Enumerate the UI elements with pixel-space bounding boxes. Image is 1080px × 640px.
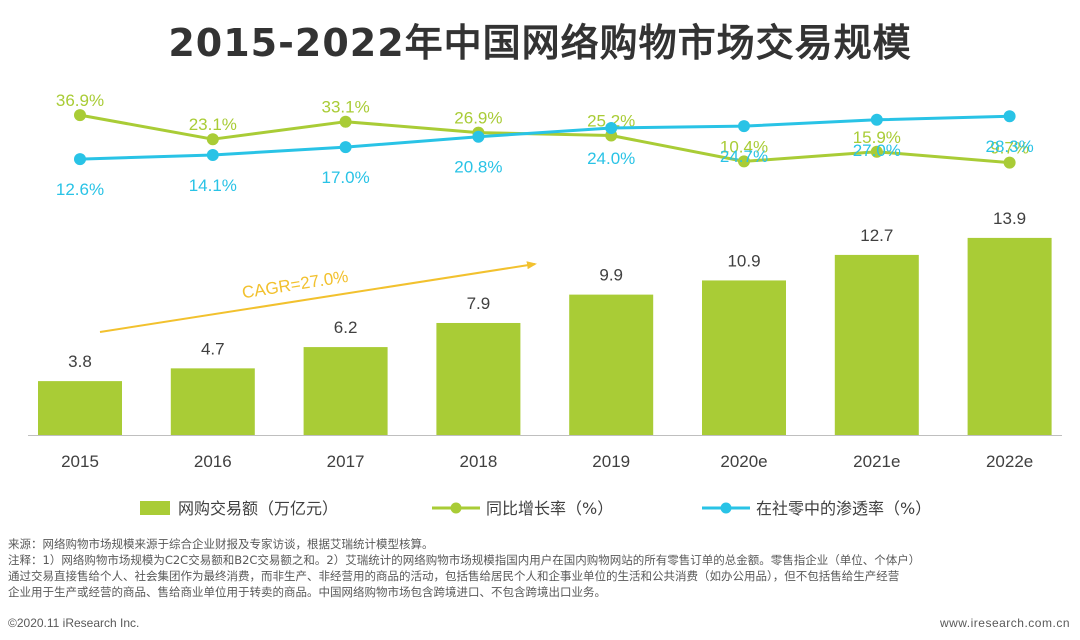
penetration-rate-line xyxy=(79,114,1010,161)
growth-rate-point-2017 xyxy=(339,115,352,128)
chart-canvas: 3.8 4.7 6.2 7.9 9.9 10.9 12.7 13.9 2015 2016 2017… xyxy=(28,91,1062,518)
growth-rate-label-2018: 26.9% xyxy=(454,109,502,128)
annotation-note-3: 企业用于生产或经营的商品、售给商业单位用于转卖的商品。中国网络购物市场包含跨境进… xyxy=(8,585,606,599)
growth-rate-label-2022e: 9.7% xyxy=(990,139,1029,158)
penetration-rate-label-2017: 17.0% xyxy=(321,168,369,187)
penetration-rate-label-2021e: 27.0% xyxy=(853,141,901,160)
penetration-rate-label-2020e: 24.7% xyxy=(720,147,768,166)
bar-2021e xyxy=(834,254,919,435)
cagr-arrow xyxy=(99,261,537,333)
bar-value-label-2021e: 12.7 xyxy=(860,226,893,245)
lines-group: 36.9% 23.1% 33.1% 26.9% 25.2% 10.4% 15.9% 9.7% 1… xyxy=(56,91,1034,199)
bar-value-label-2020e: 10.9 xyxy=(727,251,760,270)
penetration-rate-point-2019 xyxy=(605,122,618,134)
x-tick-label-2018: 2018 xyxy=(459,452,497,471)
penetration-rate-label-2015: 12.6% xyxy=(56,180,104,199)
bar-2022e xyxy=(967,237,1052,435)
bar-2019 xyxy=(569,294,654,435)
growth-rate-label-2021e: 15.9% xyxy=(853,128,901,147)
legend-label-growth: 同比增长率（%） xyxy=(486,499,613,518)
bar-value-label-2017: 6.2 xyxy=(334,318,358,337)
penetration-rate-label-2016: 14.1% xyxy=(189,176,237,195)
growth-rate-label-2019: 25.2% xyxy=(587,112,635,131)
x-tick-label-2015: 2015 xyxy=(61,452,99,471)
legend-swatch-bars xyxy=(140,501,170,515)
legend-swatch-growth-marker xyxy=(450,502,462,514)
penetration-rate-point-2022e xyxy=(1003,110,1016,123)
penetration-rate-point-2018 xyxy=(472,130,485,143)
x-tick-label-2020e: 2020e xyxy=(720,452,767,471)
growth-rate-line xyxy=(79,113,1010,165)
penetration-rate-label-2022e: 28.3% xyxy=(985,137,1033,156)
x-tick-label-2017: 2017 xyxy=(327,452,365,471)
bar-2020e xyxy=(702,280,786,435)
x-tick-label-2016: 2016 xyxy=(194,452,232,471)
penetration-rate-label-2018: 20.8% xyxy=(454,158,502,177)
notes-block: 来源：网络购物市场规模来源于综合企业财报及专家访谈，根据艾瑞统计模型核算。 注释… xyxy=(8,536,1076,600)
bar-value-label-2015: 3.8 xyxy=(68,352,92,371)
bar-2015 xyxy=(38,381,122,435)
penetration-rate-point-2021e xyxy=(870,113,883,126)
source-note: 来源：网络购物市场规模来源于综合企业财报及专家访谈，根据艾瑞统计模型核算。 xyxy=(8,537,434,551)
annotation-note-1: 注释：1）网络购物市场规模为C2C交易额和B2C交易额之和。2）艾瑞统计的网络购… xyxy=(8,553,921,567)
legend-label-penetration: 在社零中的渗透率（%） xyxy=(756,499,931,518)
penetration-rate-point-2015 xyxy=(74,153,86,166)
bar-value-label-2019: 9.9 xyxy=(599,266,623,285)
penetration-rate-point-2017 xyxy=(339,141,352,154)
bar-2018 xyxy=(436,322,521,435)
growth-rate-point-2022e xyxy=(1003,156,1016,169)
growth-rate-point-2020e xyxy=(738,155,750,168)
growth-rate-point-2015 xyxy=(74,109,86,122)
bar-value-label-2018: 7.9 xyxy=(467,294,491,313)
legend-label-bars: 网购交易额（万亿元） xyxy=(178,499,338,518)
copyright-text: ©2020.11 iResearch Inc. xyxy=(8,616,140,630)
growth-rate-label-2017: 33.1% xyxy=(321,98,369,117)
growth-rate-label-2020e: 10.4% xyxy=(720,137,768,156)
growth-rate-label-2016: 23.1% xyxy=(189,115,237,134)
chart-title: 2015-2022年中国网络购物市场交易规模 xyxy=(168,21,912,65)
bar-2017 xyxy=(303,347,388,435)
growth-rate-point-2016 xyxy=(206,133,219,146)
x-tick-labels: 2015 2016 2017 2018 2019 2020e 2021e 2022e xyxy=(61,452,1033,471)
legend-swatch-penetration-marker xyxy=(720,502,732,514)
x-tick-label-2021e: 2021e xyxy=(853,452,900,471)
penetration-rate-point-2016 xyxy=(206,149,219,161)
annotation-note-2: 通过交易直接售给个人、社会集团作为最终消费，而非生产、非经营用的商品的活动，包括… xyxy=(8,569,900,583)
bar-value-label-2022e: 13.9 xyxy=(993,209,1026,228)
penetration-rate-label-2019: 24.0% xyxy=(587,149,635,168)
cagr-label: CAGR=27.0% xyxy=(241,267,350,303)
website-link[interactable]: www.iresearch.com.cn xyxy=(939,616,1070,630)
growth-rate-point-2021e xyxy=(870,145,883,158)
growth-rate-label-2015: 36.9% xyxy=(56,91,104,110)
legend: 网购交易额（万亿元） 同比增长率（%） 在社零中的渗透率（%） xyxy=(140,499,931,518)
x-tick-label-2019: 2019 xyxy=(592,452,630,471)
penetration-rate-point-2020e xyxy=(738,120,750,133)
bar-value-label-2016: 4.7 xyxy=(201,339,225,358)
bar-2016 xyxy=(170,368,255,435)
x-tick-label-2022e: 2022e xyxy=(986,452,1033,471)
bars-group: 3.8 4.7 6.2 7.9 9.9 10.9 12.7 13.9 xyxy=(38,209,1052,435)
